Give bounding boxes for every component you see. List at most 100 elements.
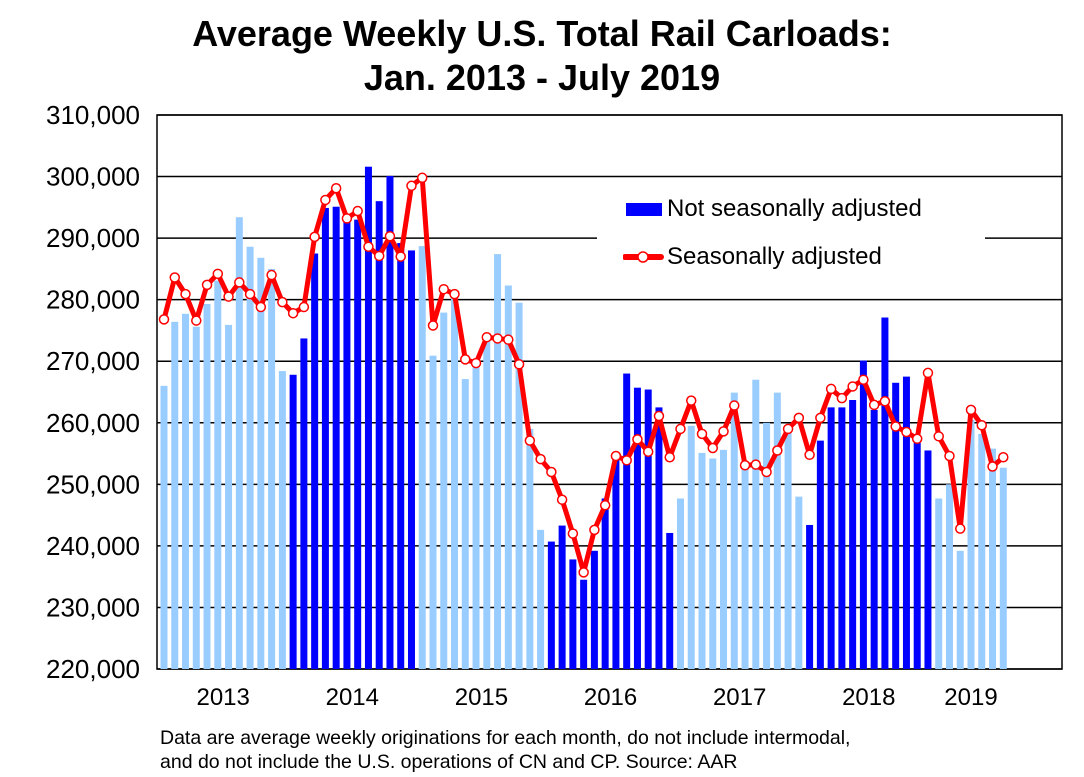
sa-point-22: [395, 251, 406, 262]
bar-2015-6: [472, 363, 480, 669]
sa-point-23: [406, 180, 417, 192]
bar-2014-9: [375, 201, 383, 669]
bar-2013-9: [246, 246, 254, 669]
sa-point-49: [685, 395, 697, 406]
sa-point-40: [589, 524, 600, 536]
bar-2013-8: [235, 217, 243, 669]
bar-2014-12: [407, 250, 415, 669]
sa-point-59: [793, 412, 805, 424]
bar-2019-2: [945, 484, 953, 669]
sa-point-4: [201, 279, 213, 291]
sa-point-19: [363, 241, 374, 252]
bar-2013-3: [182, 313, 190, 669]
sa-point-48: [675, 423, 686, 435]
bar-2017-8: [752, 379, 760, 669]
bar-2014-3: [311, 253, 319, 669]
sa-point-8: [244, 288, 256, 300]
bar-2018-5: [849, 400, 857, 669]
y-tick-label: 240,000: [46, 531, 140, 561]
bar-2014-4: [321, 207, 329, 669]
bar-2017-7: [741, 466, 749, 669]
sa-point-9: [255, 301, 267, 313]
bar-2017-3: [698, 452, 706, 669]
bar-2018-4: [838, 407, 846, 669]
sa-point-28: [460, 354, 471, 365]
bar-2013-11: [268, 268, 276, 669]
sa-point-56: [761, 466, 772, 478]
y-tick-label: 300,000: [46, 162, 140, 192]
bar-2014-5: [332, 206, 340, 669]
bar-2014-6: [343, 217, 351, 669]
bar-2015-4: [451, 291, 459, 669]
bar-2017-4: [709, 458, 717, 669]
bar-2019-1: [935, 498, 943, 669]
bar-2013-6: [214, 280, 222, 669]
sa-point-39: [578, 567, 589, 578]
sa-point-47: [664, 451, 675, 463]
sa-point-50: [696, 428, 708, 440]
bar-2019-5: [978, 433, 986, 669]
bar-2018-9: [892, 382, 900, 669]
sa-point-54: [739, 460, 751, 471]
y-tick-label: 310,000: [46, 100, 140, 130]
sa-point-51: [707, 442, 719, 454]
bar-2013-4: [192, 326, 200, 669]
legend-bar-swatch: [626, 203, 662, 216]
chart-title-line2: Jan. 2013 - July 2019: [363, 57, 721, 98]
bar-2018-6: [859, 360, 867, 669]
bar-2016-1: [547, 541, 555, 669]
sa-point-74: [954, 523, 966, 534]
legend-label-sa: Seasonally adjusted: [667, 243, 882, 270]
sa-point-75: [965, 404, 977, 416]
bar-2016-6: [601, 498, 609, 669]
bar-2018-2: [816, 440, 824, 669]
bar-2016-5: [590, 550, 598, 669]
bar-2013-10: [257, 257, 265, 669]
sa-point-52: [718, 426, 729, 437]
bar-2015-3: [440, 312, 448, 669]
bar-2019-4: [967, 419, 975, 669]
bar-2014-10: [386, 175, 394, 669]
bar-2017-11: [784, 432, 792, 669]
sa-point-38: [567, 528, 579, 539]
bar-2017-10: [773, 392, 781, 669]
bar-2016-11: [655, 407, 663, 669]
bar-2014-1: [289, 374, 297, 669]
sa-point-37: [556, 494, 568, 505]
bar-2013-2: [171, 321, 179, 669]
bar-2015-12: [537, 529, 545, 669]
bar-2014-7: [354, 219, 362, 669]
sa-point-70: [911, 433, 923, 445]
sa-point-20: [373, 250, 385, 262]
x-year-label-2013: 2013: [196, 684, 249, 711]
sa-point-34: [524, 435, 536, 446]
sa-point-18: [352, 205, 363, 217]
sa-point-21: [384, 231, 396, 242]
sa-point-41: [599, 500, 611, 511]
x-year-label-2018: 2018: [842, 684, 895, 711]
bar-2016-8: [623, 373, 631, 669]
bar-2017-6: [730, 392, 738, 669]
legend: Not seasonally adjusted Seasonally adjus…: [597, 190, 985, 272]
bar-2014-11: [397, 243, 405, 669]
sa-point-2: [180, 288, 191, 300]
x-year-label-2019: 2019: [944, 684, 997, 711]
bar-2013-12: [278, 371, 286, 669]
sa-point-24: [416, 172, 428, 184]
x-year-label-2014: 2014: [326, 684, 379, 711]
sa-point-16: [330, 183, 342, 194]
legend-line-swatch: [623, 251, 664, 263]
bar-2017-5: [720, 449, 728, 669]
sa-point-29: [470, 357, 482, 369]
sa-point-45: [642, 446, 654, 457]
bar-2019-6: [989, 448, 997, 669]
y-tick-label: 260,000: [46, 408, 140, 438]
bar-2018-12: [924, 450, 932, 669]
sa-point-73: [944, 450, 955, 462]
x-year-label-2015: 2015: [455, 684, 508, 711]
sa-point-5: [212, 268, 224, 280]
sa-point-68: [890, 421, 901, 432]
sa-point-7: [234, 277, 245, 288]
sa-point-12: [287, 307, 299, 319]
bar-2015-7: [483, 336, 491, 669]
